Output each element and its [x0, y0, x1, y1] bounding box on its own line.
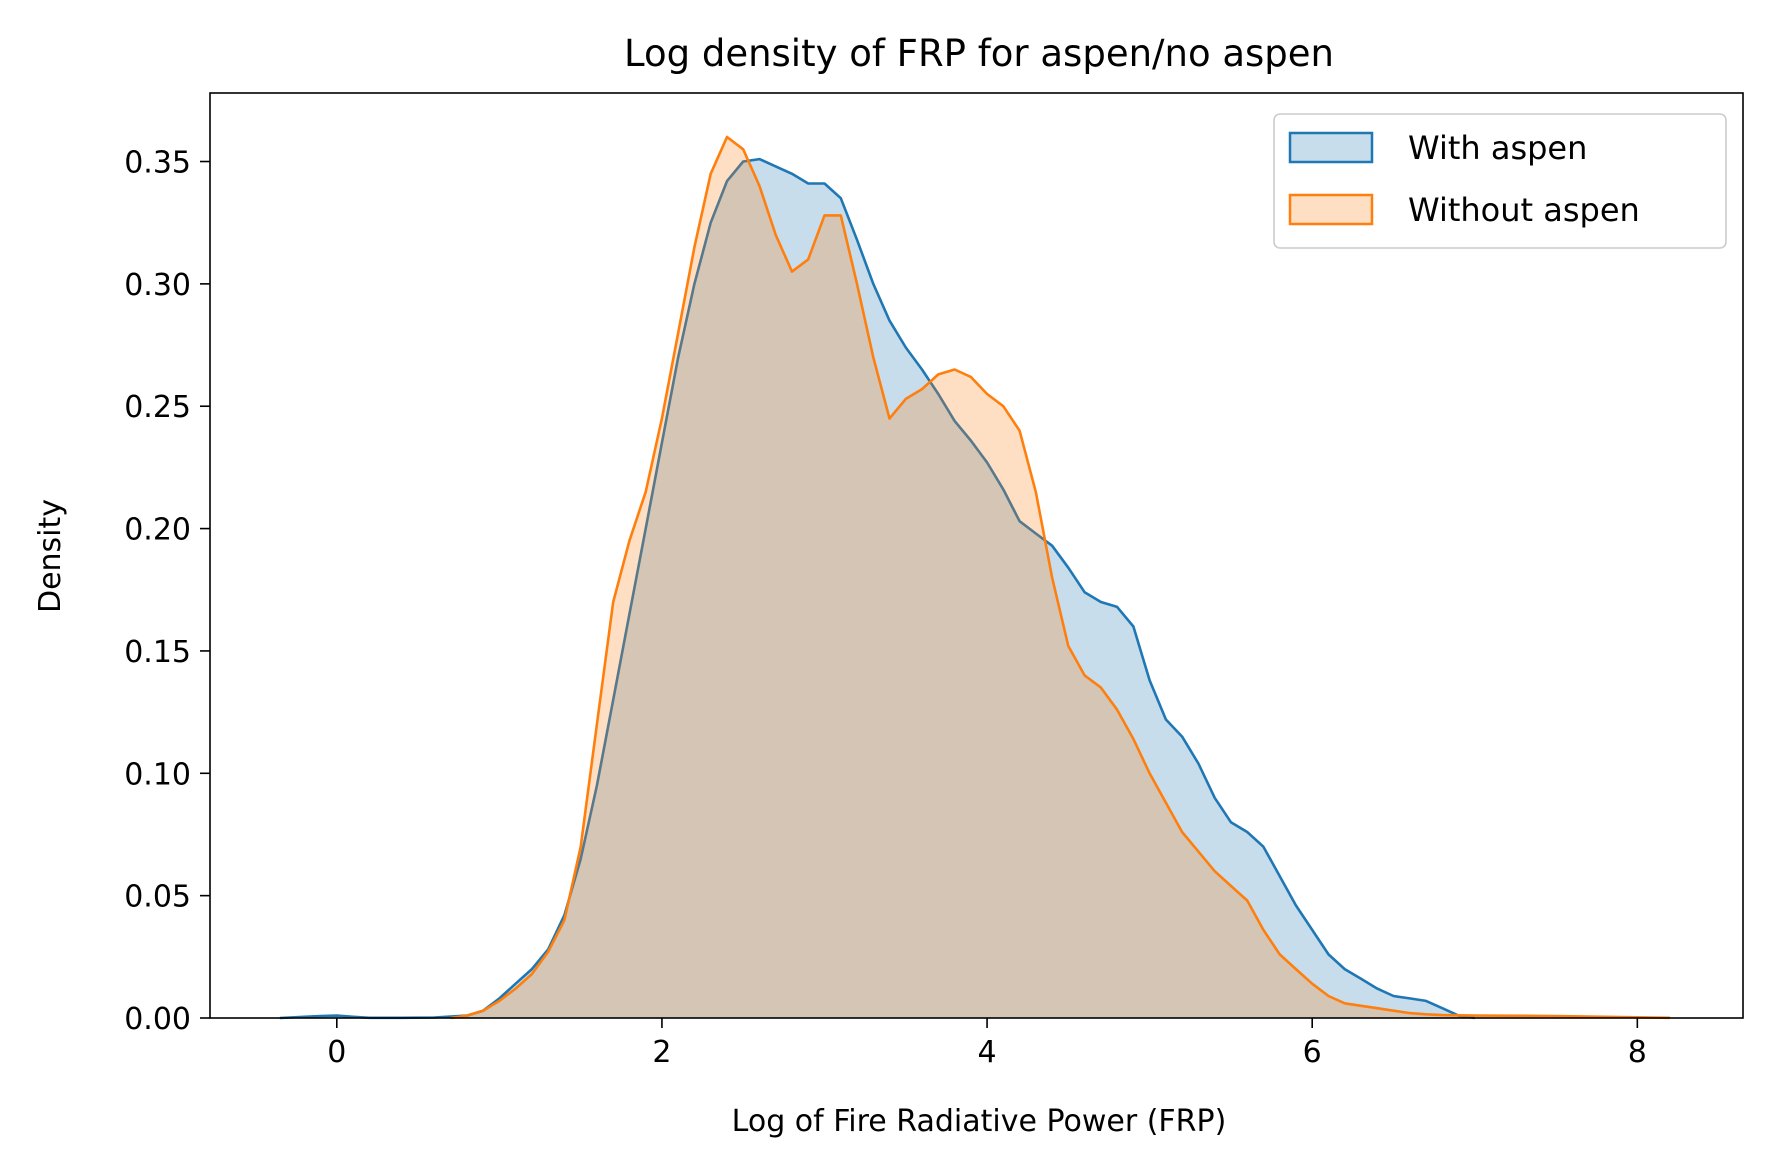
- legend-label-with-aspen: With aspen: [1408, 129, 1587, 167]
- x-tick-label: 8: [1628, 1035, 1647, 1070]
- x-axis-label: Log of Fire Radiative Power (FRP): [732, 1104, 1227, 1139]
- legend-label-without-aspen: Without aspen: [1408, 191, 1640, 229]
- series-layer: [279, 135, 1670, 1020]
- line-without-aspen: [450, 135, 1670, 1020]
- x-tick-label: 2: [652, 1035, 671, 1070]
- line-with-aspen: [279, 157, 1475, 1020]
- y-tick-label: 0.20: [124, 513, 191, 548]
- x-tick-label: 6: [1303, 1035, 1322, 1070]
- area-with-aspen: [279, 159, 1475, 1019]
- y-tick-label: 0.15: [124, 635, 191, 670]
- x-tick-label: 0: [327, 1035, 346, 1070]
- y-ticks: 0.00 0.05 0.10 0.15 0.20 0.25 0.30 0.35: [124, 146, 210, 1037]
- y-tick-label: 0.10: [124, 757, 191, 792]
- chart-title: Log density of FRP for aspen/no aspen: [624, 32, 1334, 75]
- legend: With aspen Without aspen: [1273, 113, 1727, 249]
- y-tick-label: 0.25: [124, 390, 191, 425]
- y-tick-label: 0.35: [124, 146, 191, 181]
- y-axis-label: Density: [33, 499, 68, 613]
- y-tick-label: 0.05: [124, 880, 191, 915]
- y-tick-label: 0.30: [124, 268, 191, 303]
- area-without-aspen: [450, 137, 1670, 1018]
- y-tick-label: 0.00: [124, 1002, 191, 1037]
- legend-swatch-without-aspen: [1288, 193, 1374, 226]
- x-ticks: 0 2 4 6 8: [327, 1018, 1647, 1070]
- plot-frame: [209, 92, 1744, 1019]
- x-tick-label: 4: [978, 1035, 997, 1070]
- legend-swatch-with-aspen: [1288, 131, 1374, 164]
- legend-frame: [1273, 113, 1727, 249]
